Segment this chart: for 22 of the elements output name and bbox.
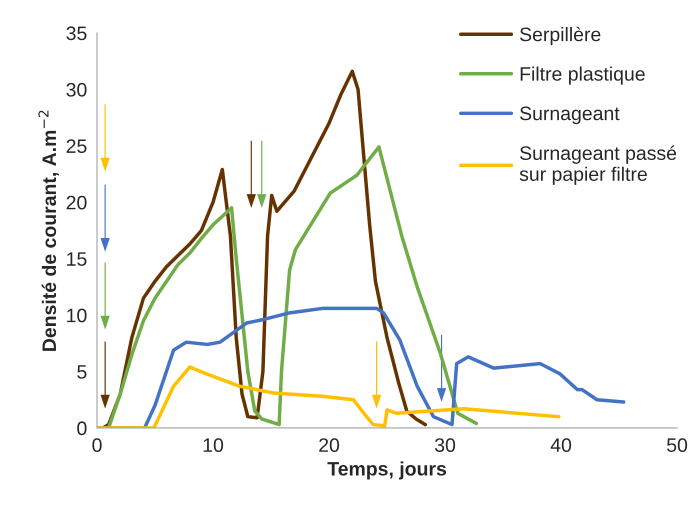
y-axis-title: Densité de courant, A.m$^{−2}$ <box>38 110 59 351</box>
legend-label: Serpillère <box>520 26 600 46</box>
y-tick-label: 20 <box>66 196 87 210</box>
y-tick-label: 35 <box>66 26 86 40</box>
y-tick-label: 0 <box>77 421 87 436</box>
x-tick-label: 30 <box>434 438 456 452</box>
legend-label: Filtre plastique <box>520 66 645 85</box>
x-tick-label: 10 <box>204 438 224 452</box>
line-series <box>101 70 428 428</box>
y-tick-label: 5 <box>77 365 86 379</box>
x-tick-label: 0 <box>92 438 102 452</box>
x-tick-label: 20 <box>319 438 340 452</box>
x-axis-title: Temps, jours <box>327 461 446 480</box>
x-tick-label: 50 <box>667 438 688 452</box>
y-tick-label: 15 <box>67 252 86 266</box>
legend-label: Surnageant passé sur papier filtre <box>520 146 676 185</box>
y-tick-label: 25 <box>66 139 86 154</box>
y-tick-label: 10 <box>67 308 87 322</box>
line-series <box>97 365 560 428</box>
legend-label: Surnageant <box>520 106 620 124</box>
y-tick-label: 30 <box>66 82 87 97</box>
x-tick-label: 40 <box>550 438 572 452</box>
